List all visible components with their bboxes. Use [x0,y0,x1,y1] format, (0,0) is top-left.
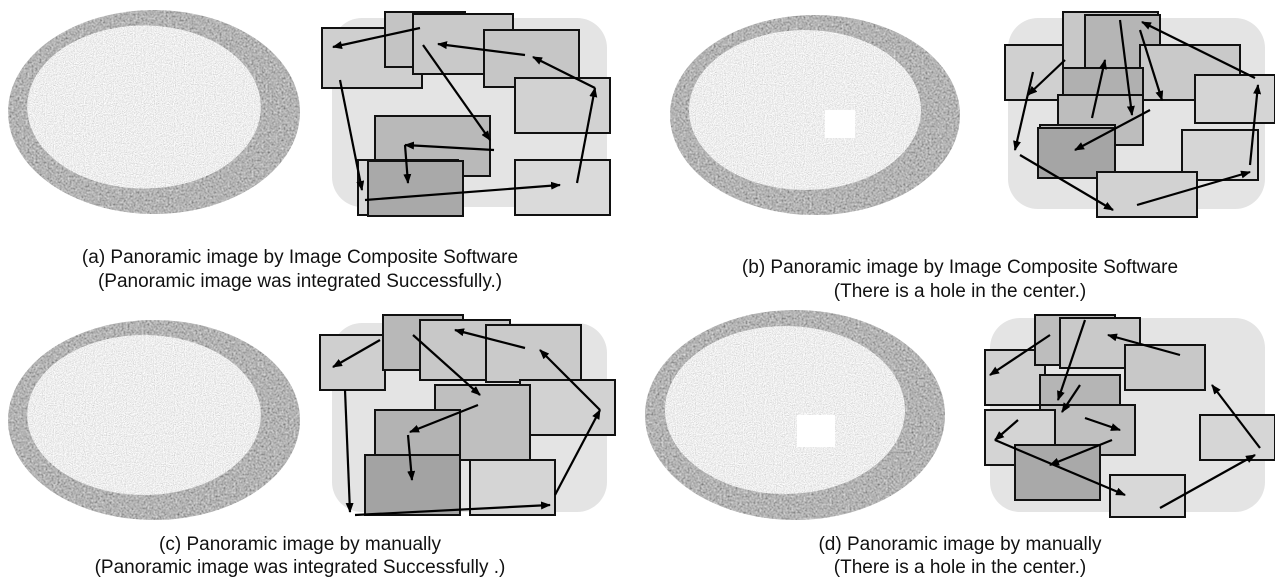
image-tile [1110,475,1185,517]
image-tile [1200,415,1275,460]
image-tile [520,380,615,435]
caption-line: (Panoramic image was integrated Successf… [95,557,506,578]
caption-line: (Panoramic image was integrated Successf… [98,271,502,292]
image-tile [486,325,581,382]
panel [8,10,610,216]
sample-surface [689,30,921,190]
image-tile [1195,75,1275,123]
image-tile [515,78,610,133]
hole [797,415,835,447]
caption-line: (d) Panoramic image by manually [818,534,1102,555]
caption-line: (There is a hole in the center.) [834,557,1086,578]
panel [645,310,1275,520]
figure: (a) Panoramic image by Image Composite S… [0,0,1275,584]
page: {"panels": [ {"caption": ["(a) Panoramic… [0,0,1275,584]
image-tile [368,161,463,216]
sample-surface [27,25,261,188]
hole [825,110,855,138]
panel [8,315,615,520]
sample-surface [665,326,905,494]
caption-line: (c) Panoramic image by manually [159,534,441,555]
sample-surface [27,335,261,495]
caption-line: (b) Panoramic image by Image Composite S… [742,257,1178,278]
caption-line: (a) Panoramic image by Image Composite S… [82,247,518,268]
caption-line: (There is a hole in the center.) [834,281,1086,302]
image-tile [365,455,460,515]
panel [670,12,1275,217]
